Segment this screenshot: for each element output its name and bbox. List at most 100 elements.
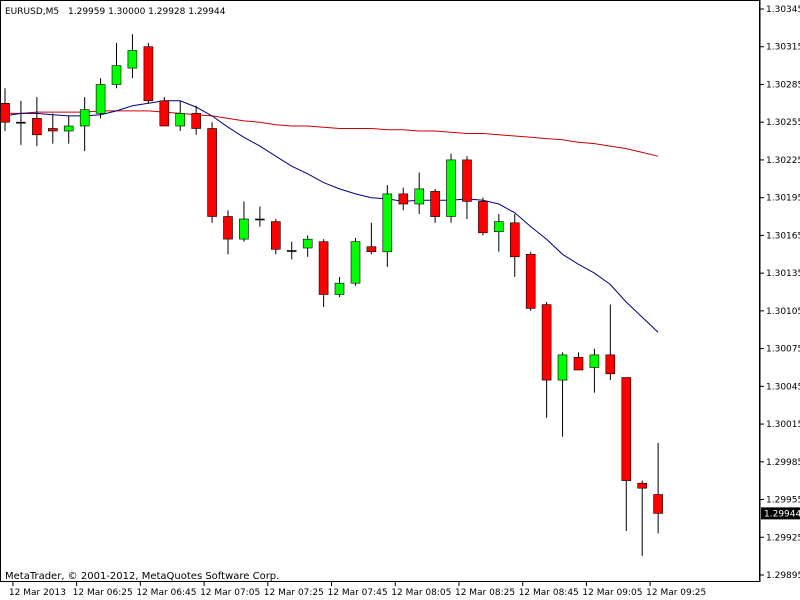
candle-body	[159, 100, 170, 127]
candle-body	[653, 494, 663, 514]
price-tick-label: 1.30285	[766, 80, 800, 90]
candle	[334, 276, 345, 298]
candle-body	[573, 357, 584, 371]
ma-fast-line	[4, 100, 659, 333]
candle	[382, 185, 393, 267]
candle	[302, 235, 313, 257]
copyright-label: MetaTrader, © 2001-2012, MetaQuotes Soft…	[5, 571, 279, 582]
candle	[175, 100, 185, 132]
candle-body	[446, 159, 456, 217]
candle-body	[462, 159, 472, 202]
time-tick-label: 12 Mar 07:25	[264, 588, 324, 598]
time-tick-label: 12 Mar 09:25	[646, 588, 706, 598]
candle	[493, 214, 504, 252]
candle-body	[223, 216, 233, 240]
plot-frame	[0, 0, 760, 582]
price-tick-label: 1.30345	[766, 5, 800, 15]
candle	[350, 237, 361, 286]
current-price-label: 1.29944	[764, 509, 800, 519]
time-tick-label: 12 Mar 06:25	[73, 588, 133, 598]
candle-body	[143, 46, 154, 102]
candle	[541, 302, 552, 418]
price-tick-label: 1.30165	[766, 231, 800, 241]
candle-body	[191, 113, 201, 129]
candle-body	[286, 250, 297, 252]
candle-body	[270, 221, 281, 250]
candle-body	[478, 201, 488, 234]
candle-body	[509, 222, 520, 258]
price-tick-label: 1.30015	[766, 420, 800, 430]
price-tick-label: 1.30195	[766, 194, 800, 204]
time-tick-label: 12 Mar 08:25	[455, 588, 515, 598]
price-tick-label: 1.30255	[766, 118, 800, 128]
moving-averages	[4, 100, 659, 333]
candle-body	[32, 118, 42, 136]
candle	[509, 214, 520, 277]
price-tick-label: 1.30105	[766, 307, 800, 317]
candle	[286, 241, 297, 260]
candle-body	[334, 282, 345, 295]
time-axis: 12 Mar 2013 12 Mar 06:25 12 Mar 06:45 12 Ma…	[9, 582, 706, 598]
candle-body	[16, 121, 26, 124]
price-tick-label: 1.29955	[766, 496, 800, 506]
price-tick-label: 1.30075	[766, 345, 800, 355]
candle-body	[605, 354, 616, 375]
candles	[0, 34, 663, 557]
time-tick-label: 12 Mar 07:05	[200, 588, 260, 598]
candle-body	[207, 128, 217, 217]
price-tick-label: 1.30315	[766, 43, 800, 53]
candle-body	[127, 50, 138, 69]
candle-body	[589, 354, 600, 368]
candle-body	[175, 113, 185, 127]
candle	[398, 187, 409, 211]
candle	[637, 480, 648, 557]
price-tick-label: 1.29985	[766, 458, 800, 468]
candle-body	[366, 246, 377, 252]
candle	[95, 78, 106, 119]
candle	[621, 377, 632, 531]
candle-body	[255, 218, 265, 221]
time-tick-label: 12 Mar 06:45	[136, 588, 196, 598]
candle-body	[414, 188, 425, 205]
candle-body	[111, 65, 122, 85]
candle	[557, 352, 568, 437]
price-tick-label: 1.29925	[766, 533, 800, 543]
candle	[127, 34, 138, 79]
candle	[159, 97, 170, 127]
candle-body	[493, 221, 504, 233]
candle-body	[302, 238, 313, 249]
candle	[589, 348, 600, 393]
candle-body	[350, 241, 361, 284]
candle	[255, 206, 265, 227]
time-tick-label: 12 Mar 08:05	[391, 588, 451, 598]
candle	[32, 97, 42, 147]
price-tick-label: 1.30045	[766, 382, 800, 392]
candle	[143, 42, 154, 104]
price-tick-label: 1.29895	[766, 571, 800, 581]
time-tick-label: 12 Mar 2013	[9, 588, 66, 598]
candle	[79, 97, 90, 152]
candle-body	[430, 191, 440, 217]
candle	[47, 113, 58, 144]
candle-body	[621, 377, 632, 481]
candle-body	[525, 254, 536, 309]
candle	[318, 239, 329, 308]
candle	[223, 210, 233, 255]
candle-body	[0, 103, 10, 123]
price-tick-label: 1.30135	[766, 269, 800, 279]
candle	[414, 172, 425, 215]
candle	[653, 442, 663, 534]
candle-body	[79, 109, 90, 127]
candle	[16, 100, 26, 145]
candle	[573, 352, 584, 371]
candle-body	[398, 193, 409, 205]
candle	[462, 156, 472, 220]
ma-slow-line	[5, 110, 659, 157]
current-price-tag-group: 1.29944	[761, 507, 800, 520]
candle-body	[63, 125, 74, 132]
candle	[111, 42, 122, 89]
candle	[446, 153, 456, 223]
candle	[430, 188, 440, 223]
candle	[207, 122, 217, 223]
